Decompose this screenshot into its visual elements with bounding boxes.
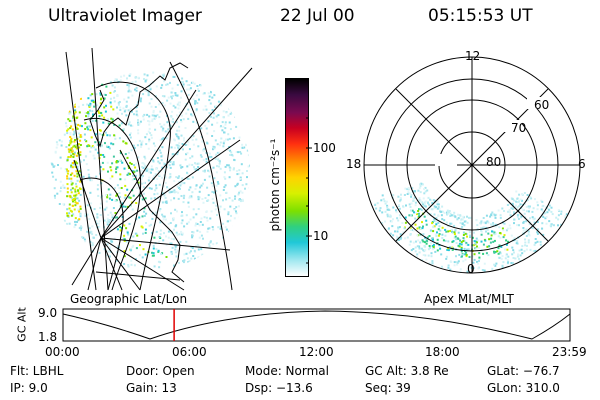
time-label: 05:15:53 UT: [428, 6, 533, 26]
info-gc-alt: GC Alt: 3.8 Re: [365, 364, 449, 378]
info-glat: GLat: −76.7: [487, 364, 560, 378]
orbit-xtick-0: 00:00: [45, 345, 80, 359]
orbit-ytick-max: 9.0: [38, 306, 58, 320]
mlt-label-18: 18: [346, 157, 362, 171]
date-label: 22 Jul 00: [280, 6, 355, 26]
info-mode: Mode: Normal: [245, 364, 329, 378]
lat-label-70: 70: [511, 121, 527, 135]
coastline: [89, 62, 189, 283]
mlt-label-6: 6: [578, 157, 586, 171]
orbit-xtick-3: 18:00: [425, 345, 460, 359]
lat-label-80: 80: [486, 155, 502, 169]
info-ip: IP: 9.0: [10, 381, 48, 395]
orbit-ytick-min: 1.8: [38, 330, 58, 344]
info-filter: Flt: LBHL: [10, 364, 64, 378]
info-glon: GLon: 310.0: [487, 381, 560, 395]
info-door: Door: Open: [126, 364, 195, 378]
orbit-xtick-1: 06:00: [172, 345, 207, 359]
info-seq: Seq: 39: [365, 381, 411, 395]
mlt-label-0: 0: [467, 262, 475, 276]
orbit-altitude-curve: [62, 310, 571, 340]
orbit-ylabel: GC Alt: [15, 307, 29, 342]
lat-label-60: 60: [534, 98, 550, 112]
mlt-label-12: 12: [465, 49, 481, 63]
orbit-xtick-4: 23:59: [552, 345, 587, 359]
geo-grid-lines: [65, 47, 253, 291]
colorbar-ticks: [306, 117, 312, 264]
colorbar-tick-100: 100: [313, 141, 336, 155]
info-dsp: Dsp: −13.6: [245, 381, 313, 395]
orbit-xtick-2: 12:00: [299, 345, 334, 359]
info-gain: Gain: 13: [126, 381, 177, 395]
polar-panel-label: Apex MLat/MLT: [424, 292, 514, 306]
instrument-title: Ultraviolet Imager: [48, 6, 202, 26]
colorbar-tick-10: 10: [313, 229, 329, 243]
geo-panel-label: Geographic Lat/Lon: [70, 292, 188, 306]
